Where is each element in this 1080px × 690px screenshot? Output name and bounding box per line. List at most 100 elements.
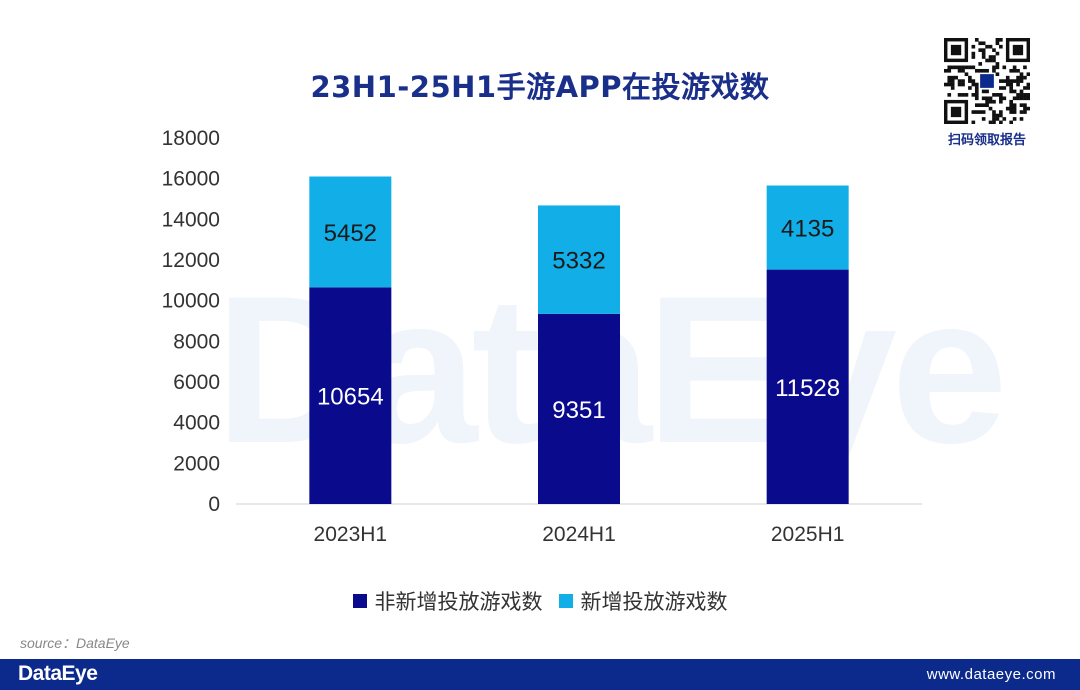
qr-module xyxy=(968,79,972,83)
qr-label: 扫码领取报告 xyxy=(947,133,1026,148)
qr-finder xyxy=(1012,44,1024,56)
qr-code[interactable] xyxy=(944,38,1031,125)
qr-module xyxy=(1019,96,1024,101)
qr-module xyxy=(1009,120,1013,125)
qr-module xyxy=(954,65,958,70)
qr-module xyxy=(957,68,962,73)
qr-module xyxy=(957,65,962,70)
qr-module xyxy=(999,38,1003,42)
qr-module xyxy=(947,68,952,73)
qr-module xyxy=(988,96,993,101)
y-tick-label: 8000 xyxy=(173,330,220,353)
qr-module xyxy=(974,86,979,90)
qr-module xyxy=(947,79,952,83)
qr-module xyxy=(957,93,962,97)
qr-module xyxy=(981,89,986,94)
qr-module xyxy=(1012,117,1017,121)
qr-module xyxy=(974,82,979,87)
legend-label-new: 新增投放游戏数 xyxy=(580,590,728,614)
qr-module xyxy=(978,48,983,52)
qr-module xyxy=(961,79,965,83)
qr-module xyxy=(950,79,955,83)
qr-module xyxy=(981,96,986,101)
qr-module xyxy=(992,58,996,63)
qr-module xyxy=(971,44,976,49)
qr-module xyxy=(999,113,1003,118)
qr-module xyxy=(985,96,989,101)
qr-module xyxy=(999,120,1003,125)
qr-module xyxy=(985,99,989,104)
data-label: 10654 xyxy=(317,384,384,411)
qr-module xyxy=(1012,79,1017,83)
qr-module xyxy=(995,117,1000,121)
qr-module xyxy=(968,86,972,90)
qr-module xyxy=(1009,110,1013,114)
qr-module xyxy=(1023,75,1027,80)
qr-module xyxy=(1012,110,1017,114)
y-tick-label: 12000 xyxy=(162,249,220,272)
qr-module xyxy=(978,103,983,107)
qr-module xyxy=(961,82,965,87)
qr-module xyxy=(1009,82,1013,87)
qr-module xyxy=(971,55,976,59)
footer-url[interactable]: www.dataeye.com xyxy=(926,666,1056,683)
qr-center-logo xyxy=(980,74,994,88)
qr-module xyxy=(1026,72,1031,77)
qr-module xyxy=(1016,93,1020,97)
qr-module xyxy=(981,103,986,107)
qr-module xyxy=(971,93,976,97)
qr-module xyxy=(999,110,1003,114)
qr-module xyxy=(944,82,948,87)
bar-segment xyxy=(766,269,849,504)
qr-module xyxy=(950,65,955,70)
qr-module xyxy=(985,89,989,94)
qr-module xyxy=(981,68,986,73)
x-tick-label: 2023H1 xyxy=(314,523,388,546)
qr-module xyxy=(988,44,993,49)
qr-module xyxy=(1023,110,1027,114)
qr-module xyxy=(1002,117,1007,121)
qr-module xyxy=(1019,93,1024,97)
data-label: 5332 xyxy=(552,248,605,275)
qr-module xyxy=(1005,82,1010,87)
qr-module xyxy=(988,55,993,59)
qr-module xyxy=(981,110,986,114)
qr-module xyxy=(992,93,996,97)
qr-module xyxy=(978,41,983,46)
qr-module xyxy=(992,65,996,70)
qr-module xyxy=(985,58,989,63)
qr-module xyxy=(974,93,979,97)
qr-module xyxy=(995,38,1000,42)
qr-module xyxy=(981,41,986,46)
qr-module xyxy=(995,93,1000,97)
qr-module xyxy=(947,65,952,70)
qr-module xyxy=(961,65,965,70)
qr-module xyxy=(1012,89,1017,94)
qr-module xyxy=(950,82,955,87)
bar-segment xyxy=(309,287,392,504)
y-tick-label: 16000 xyxy=(162,168,220,191)
qr-module xyxy=(950,75,955,80)
qr-module xyxy=(1023,93,1027,97)
qr-module xyxy=(1005,106,1010,111)
qr-module xyxy=(1019,89,1024,94)
qr-module xyxy=(999,86,1003,90)
qr-module xyxy=(999,44,1003,49)
qr-module xyxy=(1002,65,1007,70)
bar-segment xyxy=(309,176,392,288)
qr-module xyxy=(968,65,972,70)
qr-module xyxy=(961,93,965,97)
qr-module xyxy=(1012,106,1017,111)
qr-module xyxy=(985,44,989,49)
qr-module xyxy=(1019,79,1024,83)
qr-module xyxy=(950,86,955,90)
legend-item-new: 新增投放游戏数 xyxy=(558,586,728,616)
qr-module xyxy=(995,72,1000,77)
qr-module xyxy=(1016,96,1020,101)
qr-module xyxy=(981,51,986,56)
qr-module xyxy=(995,41,1000,46)
qr-module xyxy=(1009,79,1013,83)
qr-module xyxy=(964,72,969,77)
qr-module xyxy=(947,93,952,97)
